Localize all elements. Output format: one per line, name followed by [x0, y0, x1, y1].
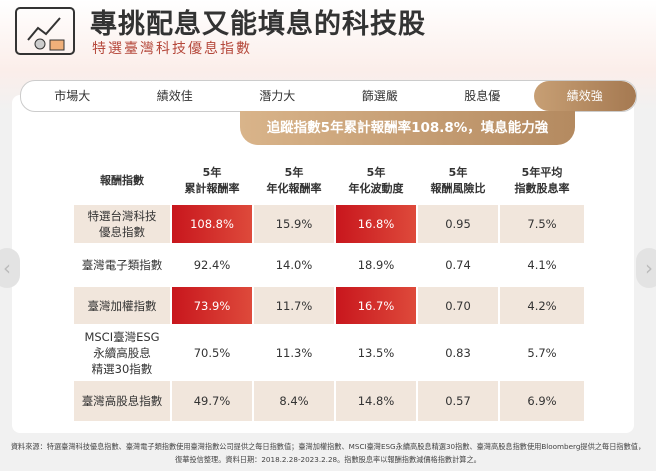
column-header: 5年 累計報酬率: [184, 166, 240, 195]
tab[interactable]: 市場大: [54, 89, 91, 103]
cell: 0.57: [418, 381, 498, 421]
cell: 14.8%: [336, 381, 416, 421]
cell: 15.9%: [254, 205, 334, 243]
cell: 16.8%: [336, 205, 416, 243]
cell: 18.9%: [357, 258, 395, 272]
banner: 追蹤指數5年累計報酬率108.8%，填息能力強: [240, 111, 575, 145]
cell: 11.7%: [254, 287, 334, 324]
header-row: 報酬指數 5年 累計報酬率 5年 年化報酬率 5年 年化波動度 5年 報酬風險比 5年平均…: [74, 158, 586, 202]
column-header: 報酬指數: [100, 174, 144, 187]
table: 報酬指數 5年 累計報酬率 5年 年化報酬率 5年 年化波動度 5年 報酬風險比 5年平均…: [74, 158, 586, 424]
card: [12, 95, 634, 433]
tab[interactable]: 績效佳: [156, 89, 193, 103]
tab[interactable]: 股息優: [464, 89, 501, 103]
row-label: 臺灣加權指數: [74, 287, 170, 324]
column-header: 5年平均 指數股息率: [514, 166, 570, 195]
row-label: 臺灣高股息指數: [74, 381, 170, 421]
cell: 0.95: [418, 205, 498, 243]
cell: 14.0%: [275, 258, 313, 272]
cell: 8.4%: [254, 381, 334, 421]
cell: 7.5%: [500, 205, 584, 243]
cell: 0.74: [445, 258, 471, 272]
table-row: 臺灣電子類指數 92.4% 14.0% 18.9% 0.74 4.1%: [74, 246, 586, 284]
cell: 70.5%: [193, 345, 231, 360]
next-arrow[interactable]: ›: [636, 248, 656, 288]
cell: 4.2%: [500, 287, 584, 324]
table-row: 特選台灣科技 優息指數 108.8% 15.9% 16.8% 0.95 7.5%: [74, 205, 586, 243]
cell: 92.4%: [193, 258, 231, 272]
cell: 13.5%: [357, 345, 395, 360]
table-row: 臺灣高股息指數 49.7% 8.4% 14.8% 0.57 6.9%: [74, 381, 586, 421]
row-label: 臺灣電子類指數: [81, 258, 163, 272]
column-header: 5年 年化波動度: [348, 166, 404, 195]
cell: 73.9%: [172, 287, 252, 324]
cell: 4.1%: [527, 258, 557, 272]
prev-arrow[interactable]: ‹: [0, 248, 20, 288]
row-label: 特選台灣科技 優息指數: [74, 205, 170, 243]
table-row: 臺灣加權指數 73.9% 11.7% 16.7% 0.70 4.2%: [74, 287, 586, 324]
tab[interactable]: 篩選嚴: [361, 89, 398, 103]
column-header: 5年 報酬風險比: [430, 166, 486, 195]
cell: 0.83: [445, 345, 471, 360]
footnote: 資料來源：特選臺灣科技優息指數、臺灣電子類指數使用臺灣指數公司提供之每日指數值；…: [10, 442, 646, 464]
cell: 0.70: [418, 287, 498, 324]
icon: [15, 7, 75, 55]
cell: 6.9%: [500, 381, 584, 421]
subtitle: 特選臺灣科技優息指數: [92, 41, 252, 57]
column-header: 5年 年化報酬率: [266, 166, 322, 195]
cell: 108.8%: [172, 205, 252, 243]
tab[interactable]: 績效強: [533, 81, 636, 111]
tab[interactable]: 潛力大: [259, 89, 296, 103]
cell: 49.7%: [172, 381, 252, 421]
cell: 5.7%: [527, 345, 557, 360]
table-row: MSCI臺灣ESG 永續高股息 精選30指數 70.5% 11.3% 13.5% 0.8…: [74, 327, 586, 378]
title: 專挑配息又能填息的科技股: [90, 9, 426, 40]
cell: 16.7%: [336, 287, 416, 324]
tab-bar: 市場大 績效佳 潛力大 篩選嚴 股息優 績效強: [20, 80, 637, 112]
row-label: MSCI臺灣ESG 永續高股息 精選30指數: [84, 329, 160, 376]
cell: 11.3%: [275, 345, 313, 360]
